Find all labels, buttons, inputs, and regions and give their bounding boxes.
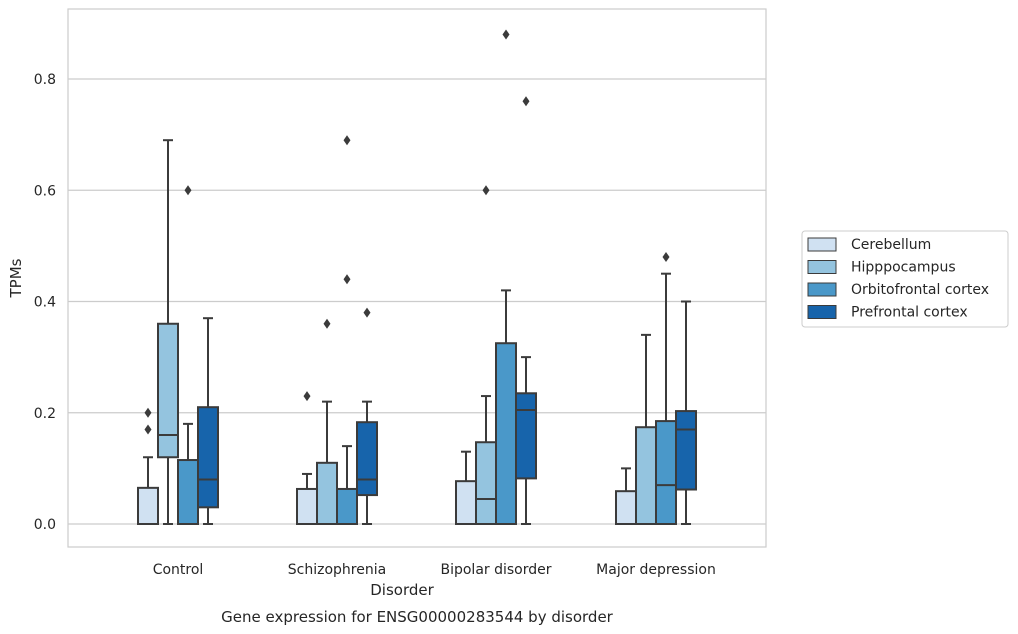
x-tick-label: Major depression [596, 562, 716, 578]
legend-swatch [807, 260, 837, 274]
outlier-point [343, 135, 351, 146]
boxes [137, 29, 697, 526]
box-body [177, 459, 199, 525]
outlier-point [323, 318, 331, 329]
outlier-point [144, 407, 152, 418]
box-2-1 [475, 185, 497, 526]
x-tick-label: Bipolar disorder [440, 562, 551, 578]
box-body [137, 486, 159, 525]
outlier-point [502, 29, 510, 40]
box-body [197, 406, 219, 509]
box-1-3 [356, 307, 378, 525]
box-body [635, 426, 657, 525]
outlier-point [482, 185, 490, 196]
y-axis-label: TPMs [7, 258, 25, 298]
box-0-1 [157, 139, 179, 525]
outlier-point [363, 307, 371, 318]
legend-swatch [807, 237, 837, 252]
legend-label: Prefrontal cortex [851, 305, 968, 321]
box-0-0 [137, 407, 159, 525]
box-2-3 [515, 96, 537, 525]
x-axis-label: Disorder [370, 581, 434, 599]
chart-caption: Gene expression for ENSG00000283544 by d… [221, 608, 614, 626]
box-body [356, 421, 378, 497]
box-body [655, 420, 677, 525]
outlier-point [662, 252, 670, 262]
box-3-1 [635, 333, 657, 525]
x-tick-label: Schizophrenia [288, 562, 386, 578]
y-tick-label: 0.6 [34, 183, 56, 199]
legend-label: Cerebellum [851, 237, 931, 253]
outlier-point [144, 424, 152, 435]
y-tick-labels: 0.0 0.2 0.4 0.6 0.8 [34, 72, 56, 533]
outlier-point [343, 274, 351, 285]
y-tick-label: 0.8 [34, 72, 56, 88]
box-body [296, 487, 318, 525]
box-body [615, 490, 637, 525]
y-tick-label: 0.4 [34, 295, 56, 311]
box-body [316, 461, 338, 525]
box-body [475, 441, 497, 526]
box-1-1 [316, 318, 338, 525]
outlier-point [522, 96, 530, 107]
plot-frame [67, 8, 767, 548]
outlier-point [303, 391, 311, 402]
legend-swatch [807, 305, 837, 319]
y-tick-label: 0.0 [34, 517, 56, 533]
legend-label: Orbitofrontal cortex [851, 282, 989, 298]
box-3-3 [675, 300, 697, 525]
box-body [336, 487, 358, 525]
box-1-2 [336, 135, 358, 525]
box-1-0 [296, 391, 318, 525]
box-body [515, 392, 537, 480]
legend-frame [801, 230, 1009, 328]
y-tick-label: 0.2 [34, 406, 56, 422]
x-tick-labels: Control Schizophrenia Bipolar disorder Majo… [153, 562, 716, 578]
box-body [495, 342, 517, 525]
legend: Cerebellum Hipppocampus Orbitofrontal cort… [801, 230, 1009, 328]
x-tick-label: Control [153, 562, 204, 578]
outlier-point [184, 185, 192, 196]
legend-swatch [807, 282, 837, 297]
box-0-3 [197, 317, 219, 525]
box-body [675, 410, 697, 491]
box-body [455, 480, 477, 526]
legend-label: Hipppocampus [851, 260, 956, 276]
box-body [157, 322, 179, 459]
